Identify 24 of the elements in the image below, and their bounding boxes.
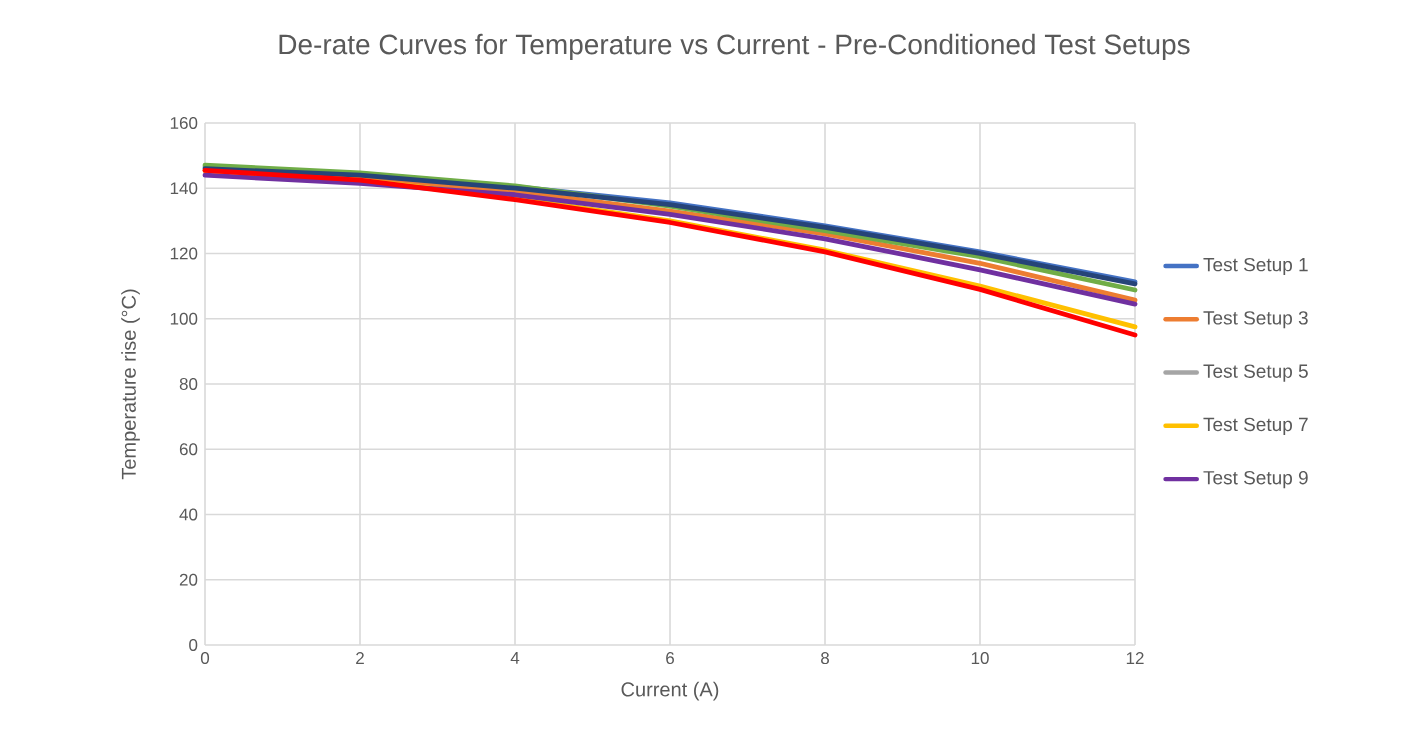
y-tick-label: 0 bbox=[189, 638, 198, 651]
x-axis-title: Current (A) bbox=[621, 681, 719, 701]
y-tick-label: 140 bbox=[170, 182, 198, 195]
legend-label: Test Setup 3 bbox=[1203, 311, 1308, 329]
y-axis-title: Temperature rise (°C) bbox=[121, 289, 140, 480]
x-tick-label: 2 bbox=[356, 652, 364, 664]
y-tick-label: 20 bbox=[179, 573, 198, 586]
x-tick-label: 0 bbox=[200, 652, 210, 665]
y-tick-label: 60 bbox=[179, 443, 198, 456]
legend-label: Test Setup 5 bbox=[1203, 364, 1308, 382]
y-tick-label: 40 bbox=[179, 508, 198, 521]
chart-title: De-rate Curves for Temperature vs Current - Pre-Conditioned Test Setups bbox=[279, 33, 1190, 60]
y-tick-label: 100 bbox=[170, 312, 198, 325]
x-tick-label: 8 bbox=[821, 652, 829, 665]
legend-label: Test Setup 9 bbox=[1203, 470, 1308, 489]
x-tick-label: 4 bbox=[510, 652, 520, 664]
y-tick-label: 160 bbox=[170, 116, 198, 129]
legend-label: Test Setup 7 bbox=[1203, 417, 1308, 435]
x-tick-label: 12 bbox=[1126, 652, 1144, 664]
y-tick-label: 120 bbox=[170, 247, 198, 260]
x-tick-label: 6 bbox=[666, 652, 674, 665]
y-tick-label: 80 bbox=[179, 377, 198, 390]
x-tick-label: 10 bbox=[971, 652, 989, 665]
legend-label: Test Setup 1 bbox=[1203, 257, 1308, 276]
